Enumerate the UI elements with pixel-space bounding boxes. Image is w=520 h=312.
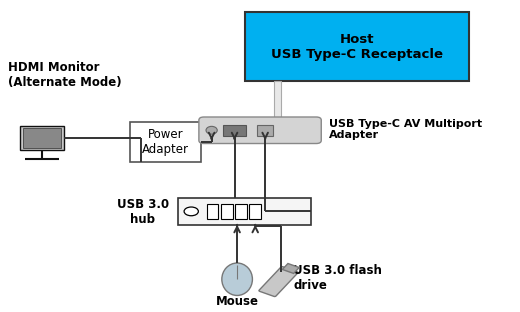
Text: Power
Adapter: Power Adapter [142, 128, 189, 156]
FancyBboxPatch shape [199, 117, 321, 144]
FancyBboxPatch shape [178, 198, 311, 225]
FancyBboxPatch shape [275, 81, 281, 120]
Text: Mouse: Mouse [216, 295, 258, 308]
Text: HDMI Monitor
(Alternate Mode): HDMI Monitor (Alternate Mode) [8, 61, 121, 89]
FancyBboxPatch shape [257, 125, 274, 136]
FancyBboxPatch shape [250, 204, 261, 219]
FancyBboxPatch shape [20, 126, 64, 150]
FancyBboxPatch shape [221, 204, 232, 219]
Text: USB 3.0 flash
drive: USB 3.0 flash drive [293, 264, 382, 292]
FancyBboxPatch shape [23, 128, 61, 148]
Text: USB 3.0
hub: USB 3.0 hub [116, 198, 169, 226]
FancyBboxPatch shape [259, 267, 298, 296]
FancyBboxPatch shape [282, 264, 299, 273]
Text: Host
USB Type-C Receptacle: Host USB Type-C Receptacle [271, 33, 443, 61]
FancyBboxPatch shape [235, 204, 247, 219]
Circle shape [184, 207, 198, 216]
Text: USB Type-C AV Multiport
Adapter: USB Type-C AV Multiport Adapter [329, 119, 482, 140]
FancyBboxPatch shape [206, 204, 218, 219]
FancyBboxPatch shape [245, 12, 469, 81]
Ellipse shape [222, 263, 252, 295]
Ellipse shape [206, 126, 217, 134]
FancyBboxPatch shape [130, 122, 201, 162]
FancyBboxPatch shape [224, 125, 246, 136]
